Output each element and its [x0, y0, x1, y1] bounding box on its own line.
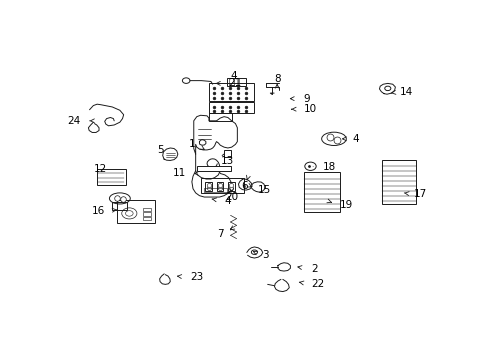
Bar — [112, 202, 127, 210]
Text: 18: 18 — [322, 162, 335, 172]
Text: 24: 24 — [67, 116, 80, 126]
Text: 8: 8 — [273, 74, 280, 84]
Bar — [208, 84, 254, 102]
Text: 5: 5 — [157, 145, 163, 155]
Text: 1: 1 — [189, 139, 195, 149]
Bar — [226, 78, 245, 86]
Text: 14: 14 — [400, 87, 413, 97]
Text: 3: 3 — [262, 250, 268, 260]
Ellipse shape — [321, 132, 346, 145]
Text: 16: 16 — [91, 206, 104, 216]
Text: 4: 4 — [224, 196, 230, 206]
Text: 4: 4 — [230, 72, 236, 81]
Bar — [117, 200, 155, 223]
Text: 10: 10 — [303, 104, 316, 114]
Bar — [208, 113, 231, 121]
Text: 21: 21 — [227, 78, 241, 89]
Text: 9: 9 — [303, 94, 310, 104]
Text: 20: 20 — [224, 192, 238, 202]
Text: 13: 13 — [221, 156, 234, 166]
Bar — [205, 182, 211, 191]
Bar — [142, 208, 151, 211]
Bar — [97, 169, 125, 185]
Bar — [303, 172, 339, 212]
Text: 22: 22 — [311, 279, 324, 289]
Bar — [200, 179, 244, 193]
Text: 12: 12 — [93, 164, 106, 174]
Text: 17: 17 — [413, 189, 426, 199]
Text: 2: 2 — [311, 264, 317, 274]
Text: 4: 4 — [352, 134, 359, 144]
Bar — [227, 182, 234, 191]
Bar — [142, 217, 151, 220]
Text: 11: 11 — [173, 168, 186, 179]
Bar — [142, 212, 151, 216]
Text: 23: 23 — [189, 273, 203, 283]
Ellipse shape — [109, 193, 130, 204]
Text: 6: 6 — [241, 181, 248, 191]
Bar — [204, 188, 226, 192]
Bar — [382, 159, 415, 204]
Bar — [208, 102, 254, 113]
Text: 19: 19 — [339, 201, 352, 210]
Bar — [216, 182, 223, 191]
Text: 15: 15 — [258, 185, 271, 195]
Bar — [224, 150, 230, 157]
Text: 7: 7 — [217, 229, 224, 239]
Bar — [196, 166, 230, 171]
